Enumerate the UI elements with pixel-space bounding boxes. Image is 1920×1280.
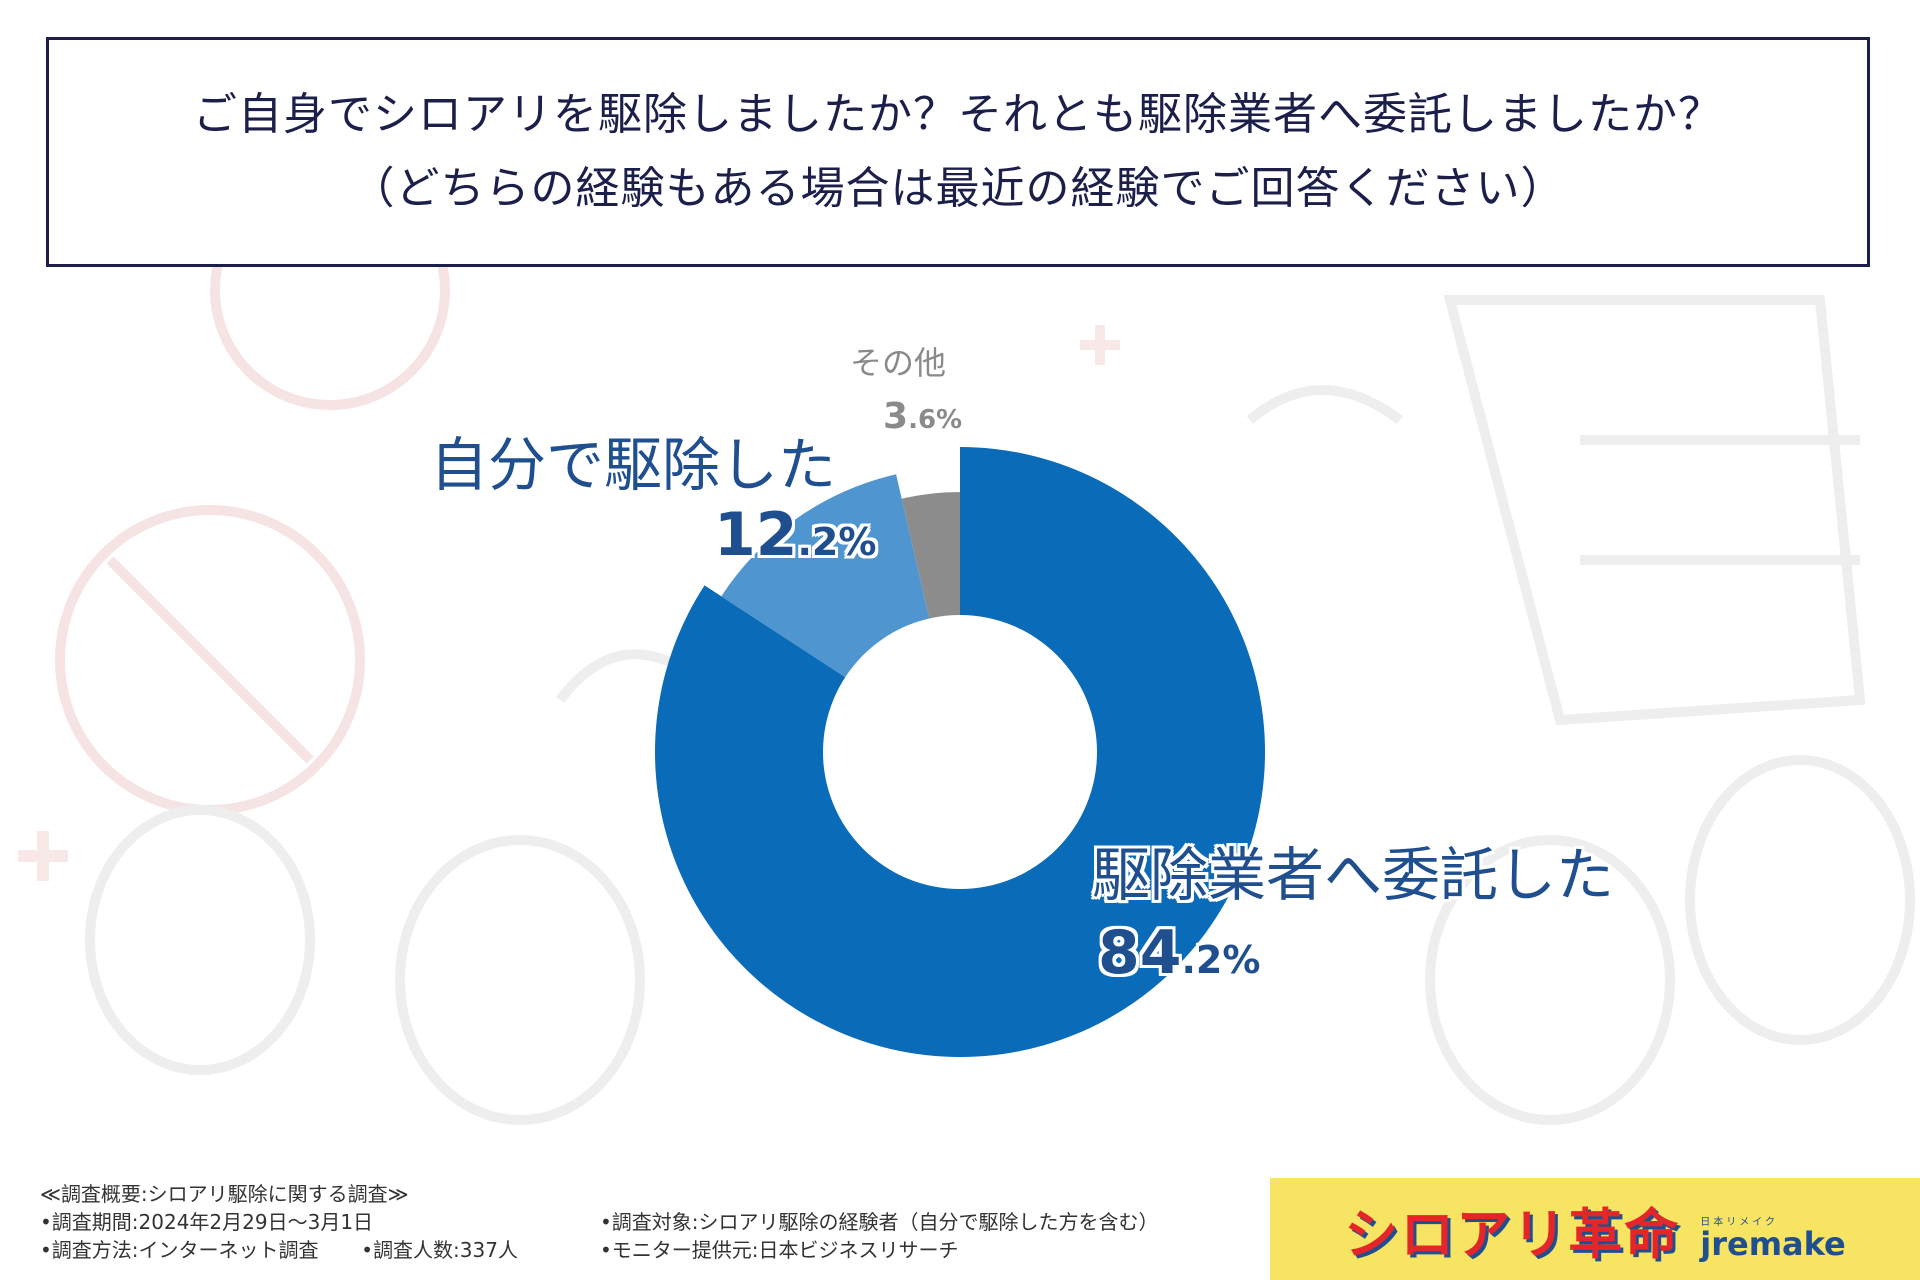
label-self-percent-main: 12: [714, 500, 798, 570]
label-other-percent-decimal: .6%: [908, 405, 963, 435]
logo-sub: 日本リメイク jremake: [1700, 1213, 1846, 1260]
question-line-2: （どちらの経験もある場合は最近の経験でご回答ください）: [350, 163, 1566, 214]
label-self-percent: 12.2%: [714, 500, 876, 570]
question-line-1: ご自身でシロアリを駆除しましたか？それとも駆除業者へ委託しましたか？: [193, 89, 1723, 140]
label-other-percent-main: 3: [883, 396, 909, 437]
survey-summary: ≪調査概要:シロアリ駆除に関する調査≫ •調査期間:2024年2月29日〜3月1…: [40, 1180, 518, 1264]
label-contractor-percent: 84.2%: [1098, 918, 1260, 988]
label-contractor-percent-main: 84: [1098, 918, 1182, 988]
label-other-percent: 3.6%: [883, 396, 962, 437]
question-box: ご自身でシロアリを駆除しましたか？それとも駆除業者へ委託しましたか？ （どちらの…: [46, 37, 1870, 267]
survey-provider: •モニター提供元:日本ビジネスリサーチ: [600, 1238, 959, 1262]
donut-hole: [823, 615, 1097, 889]
label-other-name: その他: [850, 344, 947, 382]
logo-main-text: シロアリ革命: [1344, 1202, 1681, 1266]
survey-summary-right: •調査対象:シロアリ駆除の経験者（自分で駆除した方を含む） •モニター提供元:日…: [600, 1208, 1159, 1264]
survey-respondents: •調査人数:337人: [361, 1238, 518, 1262]
label-self-name: 自分で駆除した: [430, 431, 837, 499]
survey-title: ≪調査概要:シロアリ駆除に関する調査≫: [40, 1182, 409, 1206]
survey-method: •調査方法:インターネット調査: [40, 1238, 319, 1262]
label-contractor-name: 駆除業者へ委託した: [1092, 841, 1615, 909]
survey-period: •調査期間:2024年2月29日〜3月1日: [40, 1210, 374, 1234]
label-self-percent-decimal: .2%: [797, 520, 877, 564]
brand-logo: シロアリ革命 日本リメイク jremake: [1270, 1178, 1920, 1280]
logo-brand: jremake: [1700, 1224, 1846, 1263]
label-contractor-percent-decimal: .2%: [1181, 938, 1261, 982]
logo-kana: 日本リメイク: [1700, 1216, 1779, 1228]
survey-target: •調査対象:シロアリ駆除の経験者（自分で駆除した方を含む）: [600, 1210, 1159, 1234]
survey-method-row: •調査方法:インターネット調査 •調査人数:337人: [40, 1236, 518, 1264]
